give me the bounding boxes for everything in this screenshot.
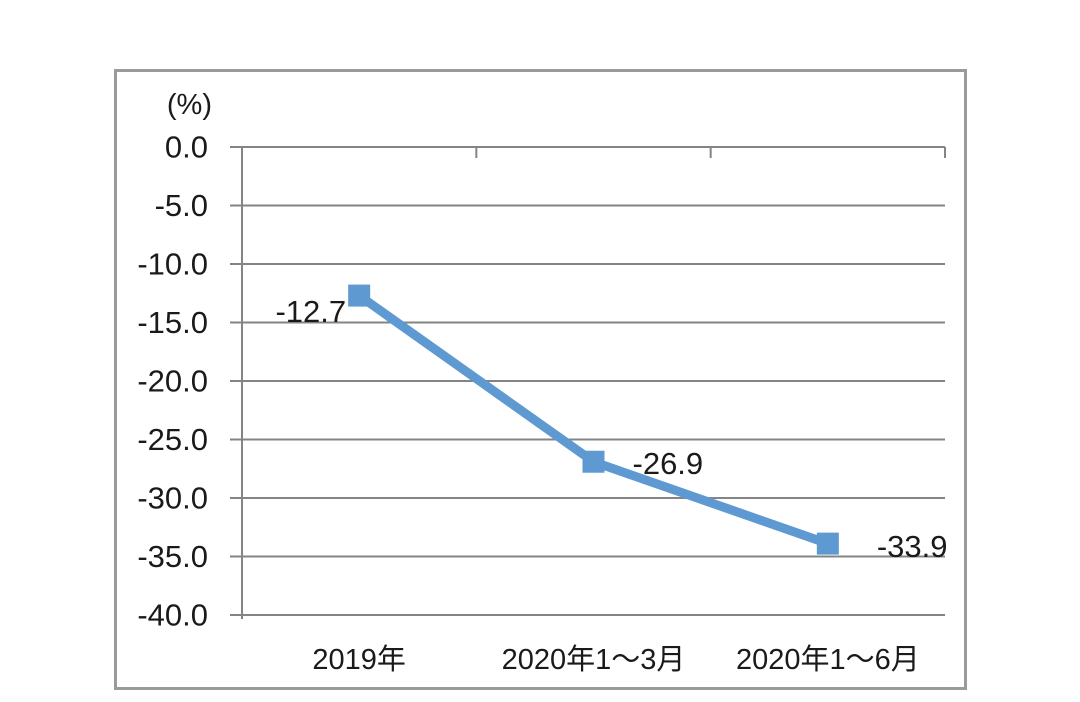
y-axis-tick-label: -5.0: [155, 188, 208, 223]
series-line: [356, 291, 830, 548]
y-axis-tick-label: -15.0: [137, 305, 208, 340]
y-axis-tick-label: -40.0: [137, 598, 208, 633]
x-axis-category-label: 2020年1～3月: [502, 643, 686, 676]
y-axis-tick-label: -10.0: [137, 247, 208, 282]
y-axis-tick-label: -30.0: [137, 481, 208, 516]
y-axis-tick-label: -25.0: [137, 422, 208, 457]
chart-frame: [114, 69, 967, 690]
y-axis-tick-label: 0.0: [165, 130, 208, 165]
data-point-label: -26.9: [633, 446, 704, 481]
x-axis-category-label: 2019年: [312, 643, 406, 676]
data-point-label: -12.7: [275, 294, 346, 329]
data-point-label: -33.9: [877, 529, 948, 564]
y-axis-tick-label: -20.0: [137, 364, 208, 399]
data-point-marker: [348, 284, 371, 307]
y-axis-unit-label: (%): [166, 89, 212, 121]
data-point-marker: [816, 532, 839, 555]
y-axis-tick-label: -35.0: [137, 539, 208, 574]
data-point-marker: [582, 450, 605, 473]
x-axis-category-label: 2020年1～6月: [736, 643, 920, 676]
